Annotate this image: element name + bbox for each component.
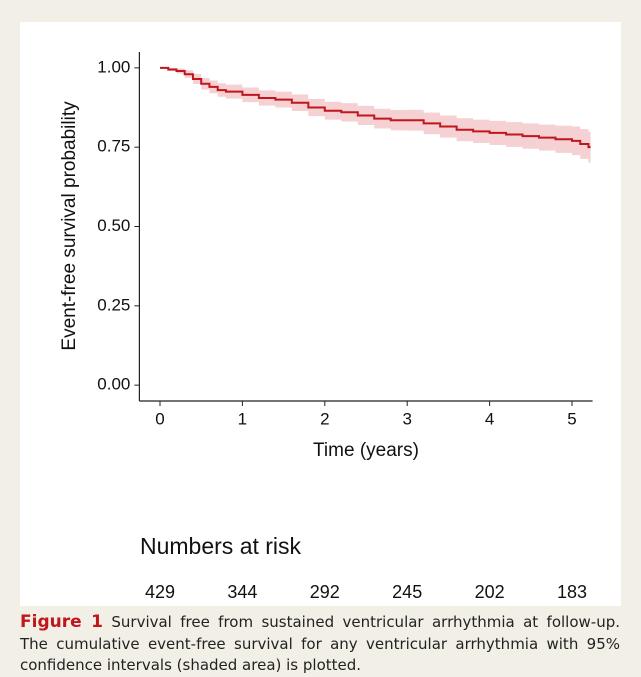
y-axis-label: Event-free survival probability <box>59 101 80 351</box>
confidence-band <box>160 67 591 163</box>
risk-table-title: Numbers at risk <box>140 533 302 559</box>
y-tick-label: 1.00 <box>97 57 130 76</box>
chart: Event-free survival probability Time (ye… <box>59 52 593 602</box>
y-tick-label: 0.50 <box>97 216 130 235</box>
risk-count: 183 <box>557 582 587 602</box>
x-axis-label: Time (years) <box>313 440 419 461</box>
x-tick-label: 5 <box>567 409 576 428</box>
figure-panel <box>20 22 621 606</box>
risk-count: 292 <box>310 582 340 602</box>
y-tick-label: 0.00 <box>97 375 130 394</box>
y-tick-label: 0.25 <box>97 295 130 314</box>
risk-count: 202 <box>475 582 505 602</box>
y-tick-label: 0.75 <box>97 137 130 156</box>
risk-count: 344 <box>227 582 257 602</box>
risk-count: 429 <box>145 582 175 602</box>
x-tick-label: 4 <box>485 409 494 428</box>
x-tick-label: 1 <box>238 409 247 428</box>
survival-line <box>160 66 591 149</box>
x-tick-label: 3 <box>402 409 411 428</box>
caption-text: Survival free from sustained ventricular… <box>20 613 620 674</box>
risk-count: 245 <box>392 582 422 602</box>
x-tick-label: 0 <box>155 409 164 428</box>
x-tick-label: 2 <box>320 409 329 428</box>
caption-label: Figure 1 <box>20 612 103 632</box>
caption: Figure 1 Survival free from sustained ve… <box>20 612 620 677</box>
